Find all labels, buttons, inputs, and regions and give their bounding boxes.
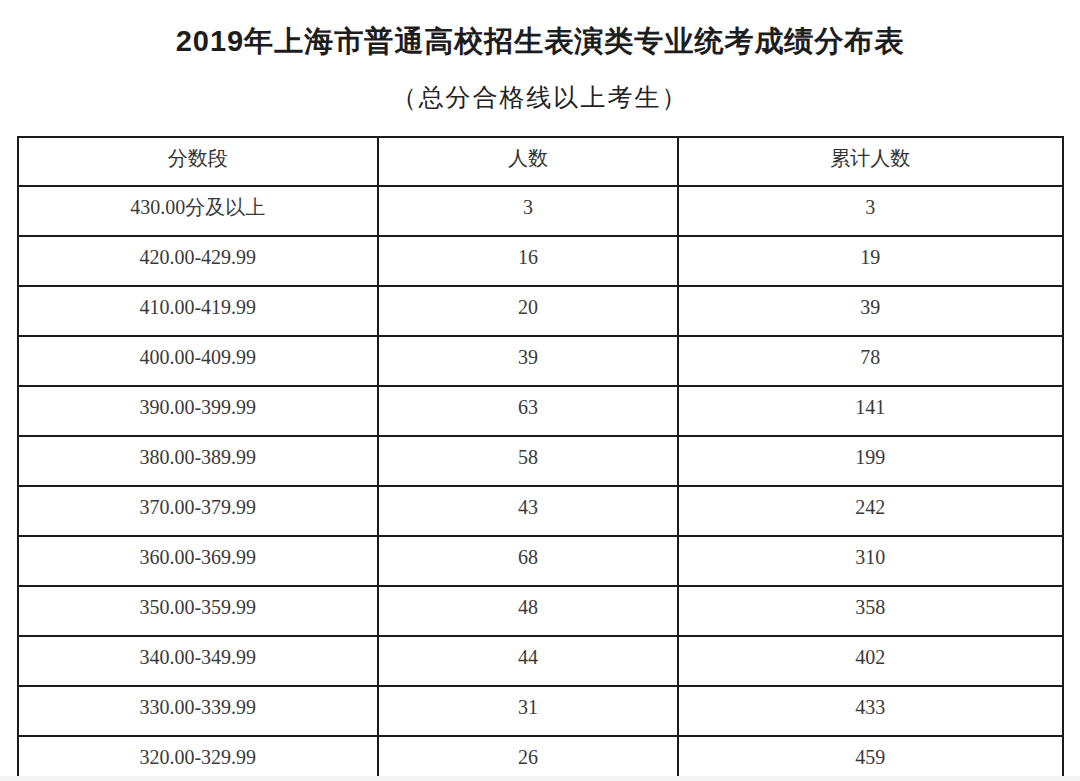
count-cell: 16: [378, 236, 678, 286]
cumulative-count-cell: 3: [678, 186, 1063, 236]
header-cumulative-count: 累计人数: [678, 137, 1063, 186]
page-subtitle: （总分合格线以上考生）: [0, 84, 1080, 112]
cumulative-count-cell: 199: [678, 436, 1063, 486]
score-table: 分数段人数累计人数 430.00分及以上33420.00-429.9916194…: [17, 136, 1064, 781]
table-row: 390.00-399.9963141: [18, 386, 1063, 436]
cumulative-count-cell: 19: [678, 236, 1063, 286]
count-cell: 3: [378, 186, 678, 236]
count-cell: 63: [378, 386, 678, 436]
page-title: 2019年上海市普通高校招生表演类专业统考成绩分布表: [0, 25, 1080, 58]
count-cell: 44: [378, 636, 678, 686]
cumulative-count-cell: 39: [678, 286, 1063, 336]
count-cell: 68: [378, 536, 678, 586]
table-row: 380.00-389.9958199: [18, 436, 1063, 486]
count-cell: 58: [378, 436, 678, 486]
cumulative-count-cell: 402: [678, 636, 1063, 686]
score-range-cell: 410.00-419.99: [18, 286, 379, 336]
table-head: 分数段人数累计人数: [18, 137, 1063, 186]
header-score-range: 分数段: [18, 137, 379, 186]
cumulative-count-cell: 242: [678, 486, 1063, 536]
score-range-cell: 350.00-359.99: [18, 586, 379, 636]
table-body: 430.00分及以上33420.00-429.991619410.00-419.…: [18, 186, 1063, 781]
count-cell: 39: [378, 336, 678, 386]
cumulative-count-cell: 141: [678, 386, 1063, 436]
score-range-cell: 360.00-369.99: [18, 536, 379, 586]
score-range-cell: 390.00-399.99: [18, 386, 379, 436]
count-cell: 43: [378, 486, 678, 536]
table-row: 430.00分及以上33: [18, 186, 1063, 236]
count-cell: 26: [378, 736, 678, 781]
table-row: 320.00-329.9926459: [18, 736, 1063, 781]
score-range-cell: 340.00-349.99: [18, 636, 379, 686]
cumulative-count-cell: 78: [678, 336, 1063, 386]
table-row: 350.00-359.9948358: [18, 586, 1063, 636]
score-range-cell: 380.00-389.99: [18, 436, 379, 486]
header-count: 人数: [378, 137, 678, 186]
score-range-cell: 370.00-379.99: [18, 486, 379, 536]
score-range-cell: 400.00-409.99: [18, 336, 379, 386]
cumulative-count-cell: 459: [678, 736, 1063, 781]
cumulative-count-cell: 433: [678, 686, 1063, 736]
count-cell: 20: [378, 286, 678, 336]
cumulative-count-cell: 358: [678, 586, 1063, 636]
count-cell: 48: [378, 586, 678, 636]
cumulative-count-cell: 310: [678, 536, 1063, 586]
table-row: 370.00-379.9943242: [18, 486, 1063, 536]
score-range-cell: 330.00-339.99: [18, 686, 379, 736]
page: 2019年上海市普通高校招生表演类专业统考成绩分布表 （总分合格线以上考生） 分…: [0, 25, 1080, 781]
table-row: 360.00-369.9968310: [18, 536, 1063, 586]
table-row: 330.00-339.9931433: [18, 686, 1063, 736]
count-cell: 31: [378, 686, 678, 736]
page-bottom-edge: [0, 776, 1080, 781]
table-row: 410.00-419.992039: [18, 286, 1063, 336]
table-header-row: 分数段人数累计人数: [18, 137, 1063, 186]
table-row: 340.00-349.9944402: [18, 636, 1063, 686]
score-range-cell: 430.00分及以上: [18, 186, 379, 236]
score-range-cell: 420.00-429.99: [18, 236, 379, 286]
score-range-cell: 320.00-329.99: [18, 736, 379, 781]
table-row: 420.00-429.991619: [18, 236, 1063, 286]
table-row: 400.00-409.993978: [18, 336, 1063, 386]
